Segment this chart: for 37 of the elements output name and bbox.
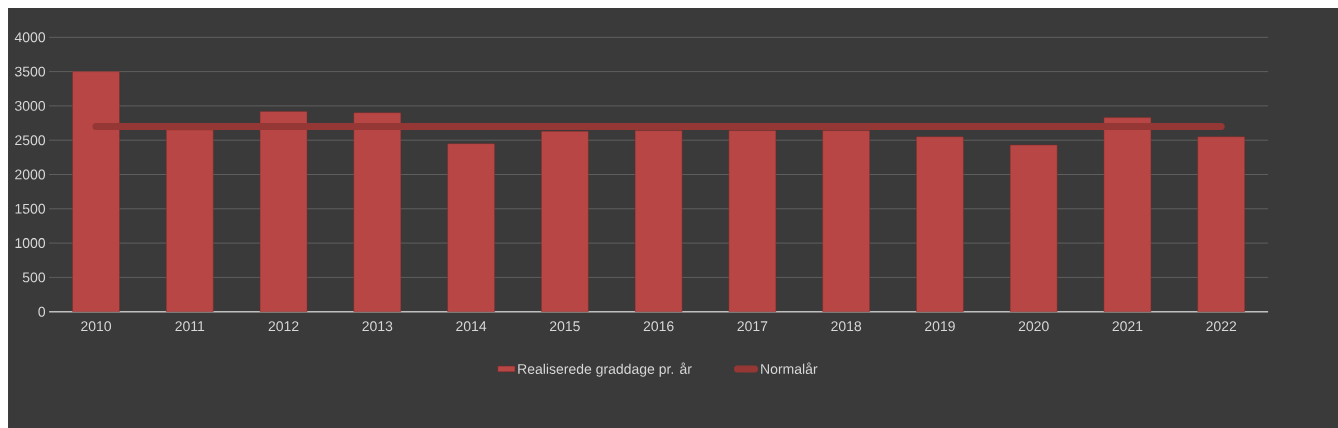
x-tick-label: 2022	[1206, 321, 1237, 332]
x-tick-label: 2013	[362, 321, 393, 332]
bar	[634, 130, 683, 312]
bar	[541, 131, 589, 312]
bar	[1197, 136, 1245, 312]
bar	[72, 71, 120, 312]
y-tick-label: 1500	[15, 203, 46, 214]
x-tick-label: 2021	[1112, 321, 1143, 332]
bar	[1009, 144, 1058, 312]
legend-label: Realiserede graddage pr. år	[518, 362, 692, 377]
bar	[916, 136, 964, 312]
y-tick-label: 2500	[15, 135, 46, 146]
x-tick-label: 2012	[268, 321, 299, 332]
bar	[447, 143, 495, 312]
x-tick-label: 2017	[737, 321, 768, 332]
bar	[822, 130, 870, 312]
y-tick-label: 3000	[14, 100, 46, 111]
bar	[166, 129, 214, 312]
y-tick-label: 3500	[14, 66, 46, 77]
y-tick-label: 2000	[15, 169, 46, 180]
bar	[728, 130, 777, 312]
x-tick-label: 2014	[456, 321, 487, 332]
x-tick-label: 2018	[831, 321, 862, 332]
y-tick-label: 0	[38, 306, 46, 317]
x-tick-label: 2010	[81, 321, 112, 332]
y-tick-label: 1000	[15, 238, 46, 249]
bar	[259, 111, 308, 312]
x-tick-label: 2015	[549, 321, 580, 332]
x-tick-label: 2011	[175, 321, 205, 332]
y-tick-label: 500	[22, 272, 46, 283]
bar	[1103, 117, 1152, 312]
legend-label: Normalår	[761, 362, 818, 374]
bar	[353, 112, 402, 312]
x-tick-label: 2016	[643, 321, 674, 332]
x-tick-label: 2020	[1018, 321, 1049, 332]
y-tick-label: 4000	[14, 32, 46, 43]
x-tick-label: 2019	[925, 321, 955, 332]
